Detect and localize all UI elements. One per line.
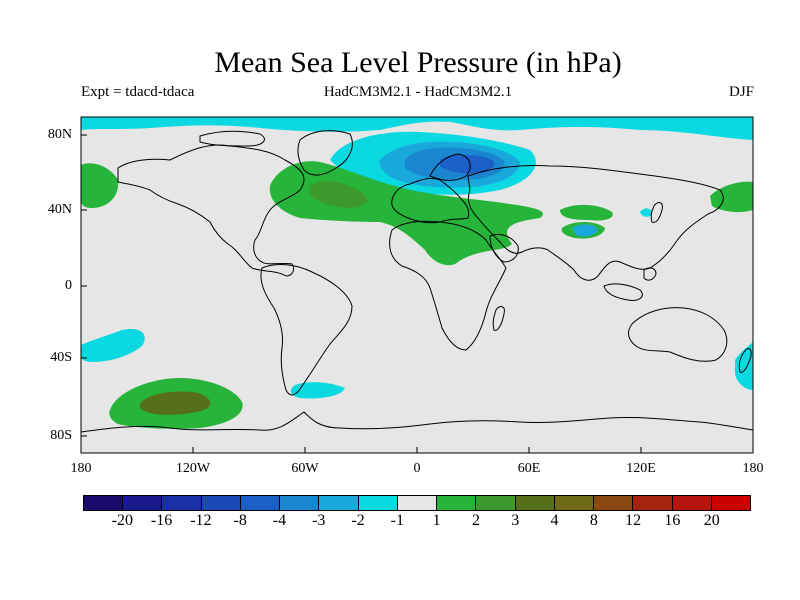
indian-ocean-low <box>735 342 753 390</box>
colorbar-swatch <box>476 496 516 510</box>
colorbar-swatch <box>554 496 595 510</box>
colorbar-swatch <box>358 496 398 510</box>
colorbar-swatch <box>515 496 555 510</box>
colorbar-label: -1 <box>390 512 404 529</box>
colorbar-label: 12 <box>625 512 642 529</box>
china-negative-anomaly <box>572 224 598 237</box>
south-america-coastline <box>260 264 353 396</box>
colorbar-swatch <box>319 496 359 510</box>
lon-label-60w: 60W <box>291 461 319 476</box>
colorbar-label: 20 <box>703 512 720 529</box>
asia-coastline <box>467 165 724 281</box>
lat-label-40s: 40S <box>50 350 72 365</box>
colorbar-label: 4 <box>550 512 559 529</box>
africa-coastline <box>389 220 507 351</box>
lat-label-0: 0 <box>65 278 72 293</box>
greenland-coastline <box>297 130 353 176</box>
colorbar-label: 2 <box>471 512 480 529</box>
colorbar-swatch <box>123 496 163 510</box>
europe-coastline <box>391 177 470 224</box>
colorbar-label: -4 <box>272 512 287 529</box>
south-atlantic-low <box>290 382 345 399</box>
colorbar-label: 3 <box>511 512 520 529</box>
lat-label-80n: 80N <box>47 127 72 142</box>
colorbar-label: 16 <box>664 512 681 529</box>
lon-label-180-right: 180 <box>742 461 764 476</box>
colorbar-label: -20 <box>111 512 133 529</box>
new-zealand-coastline <box>738 348 752 373</box>
china-small-low <box>640 208 652 217</box>
lat-label-40n: 40N <box>47 202 72 217</box>
lon-label-0: 0 <box>413 461 421 476</box>
lat-label-80s: 80S <box>50 428 72 443</box>
map-plot-area <box>81 117 753 453</box>
atlantic-anomaly-core <box>310 181 368 208</box>
north-america-coastline <box>117 144 305 277</box>
scandinavia-coastline <box>429 153 471 181</box>
southeast-asia-islands <box>603 267 657 301</box>
arctic-negative-anomaly <box>81 117 753 140</box>
colorbar-label: -3 <box>312 512 326 529</box>
colorbar-label: -2 <box>351 512 365 529</box>
arabian-peninsula-coastline <box>489 233 519 263</box>
axis-ticks <box>81 134 642 453</box>
season-label: DJF <box>728 84 754 100</box>
australia-coastline <box>628 307 728 362</box>
colorbar-swatch <box>240 496 281 510</box>
colorbar-swatch <box>201 496 241 510</box>
colorbar-swatch <box>84 496 124 510</box>
north-pacific-east-anomaly <box>710 181 753 213</box>
colorbar-swatch <box>280 496 320 510</box>
colorbar-label: -16 <box>150 512 173 529</box>
southern-ocean-anomaly-core <box>139 391 211 415</box>
madagascar-coastline <box>492 306 505 331</box>
colorbar <box>83 495 751 511</box>
lon-label-60e: 60E <box>517 461 541 476</box>
south-pacific-low <box>81 328 145 362</box>
colorbar-label: 8 <box>589 512 598 529</box>
lon-label-120e: 120E <box>626 461 656 476</box>
lon-label-120w: 120W <box>175 461 211 476</box>
colorbar-swatch <box>594 496 634 510</box>
model-label: HadCM3M2.1 - HadCM3M2.1 <box>323 84 513 100</box>
colorbar-swatch <box>672 496 712 510</box>
north-pacific-west-anomaly <box>81 163 119 208</box>
lon-label-180-left: 180 <box>70 461 92 476</box>
colorbar-swatch <box>711 496 750 510</box>
asia-positive-anomaly <box>560 204 613 221</box>
colorbar-label: -8 <box>233 512 247 529</box>
colorbar-swatch <box>633 496 673 510</box>
antarctica-coastline <box>81 411 753 433</box>
coastlines <box>81 130 753 433</box>
canadian-arctic-coastline <box>199 130 265 147</box>
colorbar-label: -12 <box>190 512 212 529</box>
europe-low-center <box>440 154 495 174</box>
colorbar-swatch <box>397 496 438 510</box>
map-title: Mean Sea Level Pressure (in hPa) <box>214 46 622 79</box>
colorbar-label: 1 <box>432 512 441 529</box>
experiment-label: Expt = tdacd-tdaca <box>81 84 195 100</box>
colorbar-swatch <box>437 496 477 510</box>
colorbar-swatch <box>162 496 202 510</box>
japan-coastline <box>650 202 663 223</box>
